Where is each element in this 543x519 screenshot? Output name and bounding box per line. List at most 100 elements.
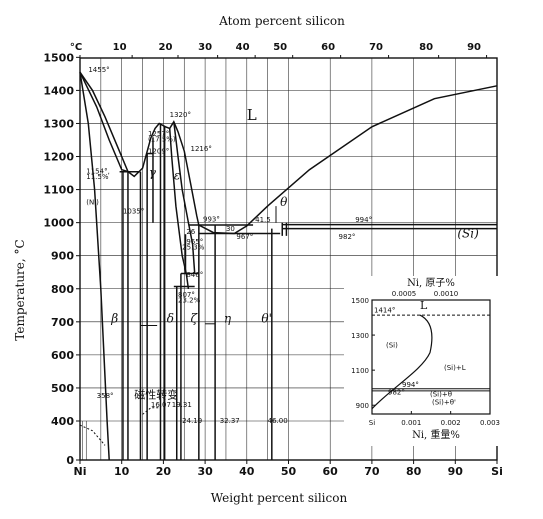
annotation-label: 16.07 [151,401,171,409]
annotation-label: 846° [186,271,203,279]
x-tick-label: 40 [239,465,255,478]
phase-label: η [224,311,232,325]
y-tick-label: 1200 [43,151,74,164]
phase-boundary-5 [173,121,196,274]
y-tick-label: 1400 [43,84,74,97]
phase-boundary-1 [79,71,498,235]
inset-label: (Si)+L [444,364,466,372]
annotation-label: (17.5%) [148,136,176,144]
annotation-label: 965° [186,238,203,246]
phase-label: ζ [191,311,199,325]
top-tick-label: 50 [273,42,287,53]
inset-chart: 900 1100 1300 1500 Si 0.001 0.002 0.003 Ni, 原子%0… [344,276,514,446]
inset-top-tick-label: 0.0005 [392,290,417,298]
annotation-label: 1154°, [86,168,110,176]
annotation-label: 26 [186,228,195,236]
annotation-label: 1455° [88,66,109,74]
top-tick-label: 90 [467,42,481,53]
top-tick-label: 80 [419,42,433,53]
x-tick-label: 80 [406,465,422,478]
inset-label: (Si)+θ' [432,398,456,406]
inset-y-tick-label: 1500 [351,297,369,305]
x-tick-label: 90 [448,465,464,478]
top-tick-label: 10 [113,42,127,53]
y-tick-label: 1300 [43,117,74,130]
inset-y-tick-label: 1100 [351,367,369,375]
annotation-label: 41.5 [255,216,271,224]
axis-ticks: Ni 10 20 30 40 50 60 70 80 90 Si 0 400 500 600 700 800 90… [43,42,502,478]
y-tick-label: 500 [51,382,74,395]
phase-label: θ [280,195,288,209]
annotation-label: 11.5% [86,173,109,181]
inset-x-tick-label: Si [369,419,375,427]
y-tick-label: 600 [51,349,74,362]
inset-y-tick-label: 1300 [351,332,369,340]
phase-boundary-2 [79,71,129,173]
inset-y-tick-label: 900 [356,402,369,410]
phase-label: γ [149,165,157,179]
annotation-label: 1035° [123,208,144,216]
annotation-label: 磁性转变 [134,388,178,402]
y-tick-label: 0 [66,454,74,467]
annotation-label: 993° [203,216,220,224]
phase-label: θ' [261,311,272,325]
phase-label: (Si) [457,227,479,241]
top-tick-label: 30 [198,42,212,53]
inset-top-tick-label: 0.0010 [434,290,459,298]
x-tick-label: Si [491,465,503,478]
annotation-label: 967° [236,233,253,241]
top-tick-label: 70 [369,42,383,53]
inset-x-tick-label: 0.002 [441,419,461,427]
inset-x-tick-label: 0.001 [401,419,421,427]
phase-label: β [110,311,118,325]
y-tick-label: 1100 [43,184,74,197]
phase-label: ε [174,169,180,183]
annotation-label: 19.31 [172,401,192,409]
annotation-label: 25.3% [182,244,205,252]
annotation-label: 46.00 [268,417,288,425]
y-tick-label: 700 [51,316,74,329]
inset-label: (Si) [386,341,398,349]
annotation-label: 32.37 [220,417,240,425]
annotation-label: (Ni) [86,198,99,206]
x-tick-label: 30 [197,465,213,478]
y-tick-label: 800 [51,283,74,296]
annotation-label: 1209° [148,148,169,156]
annotation-label: 24.19 [182,417,202,425]
magnetic-transition-line [142,407,160,415]
annotation-label: 30 [226,225,235,233]
annotation-label: 807° [178,291,195,299]
annotation-label: 1320° [170,111,191,119]
top-tick-label: 60 [321,42,335,53]
x-tick-label: Ni [74,465,87,478]
phase-boundaries [79,71,498,461]
annotation-label: 358° [97,392,114,400]
inset-x-title: Ni, 重量% [412,428,460,441]
phase-label: δ [167,311,174,325]
annotation-label: 994° [355,216,372,224]
phase-label: L [247,106,257,124]
inset-solvus-curve [371,314,433,410]
x-axis-caption: Weight percent silicon [211,491,348,505]
annotation-label: 982° [339,233,356,241]
x-tick-label: 70 [364,465,380,478]
x-tick-label: 20 [156,465,172,478]
inset-x-tick-label: 0.003 [480,419,500,427]
y-axis-caption: Temperature, °C [13,239,27,340]
annotation-label: 23.2% [178,297,201,305]
y-tick-label: 1500 [43,51,74,64]
y-tick-label: 400 [51,415,74,428]
top-tick-label: 20 [159,42,173,53]
y-tick-label: 900 [51,250,74,263]
annotation-label: 1257° [148,130,169,138]
top-axis-caption: Atom percent silicon [218,14,345,28]
top-tick-label: 40 [236,42,250,53]
x-tick-label: 50 [281,465,297,478]
top-tick-label: °C [70,42,82,53]
inset-label: 1414° [374,306,395,314]
inset-label: (Si)+θ [430,390,452,398]
inset-label: 994° [402,381,419,389]
inset-top-title: Ni, 原子% [407,277,455,289]
inset-label: L [420,299,428,312]
